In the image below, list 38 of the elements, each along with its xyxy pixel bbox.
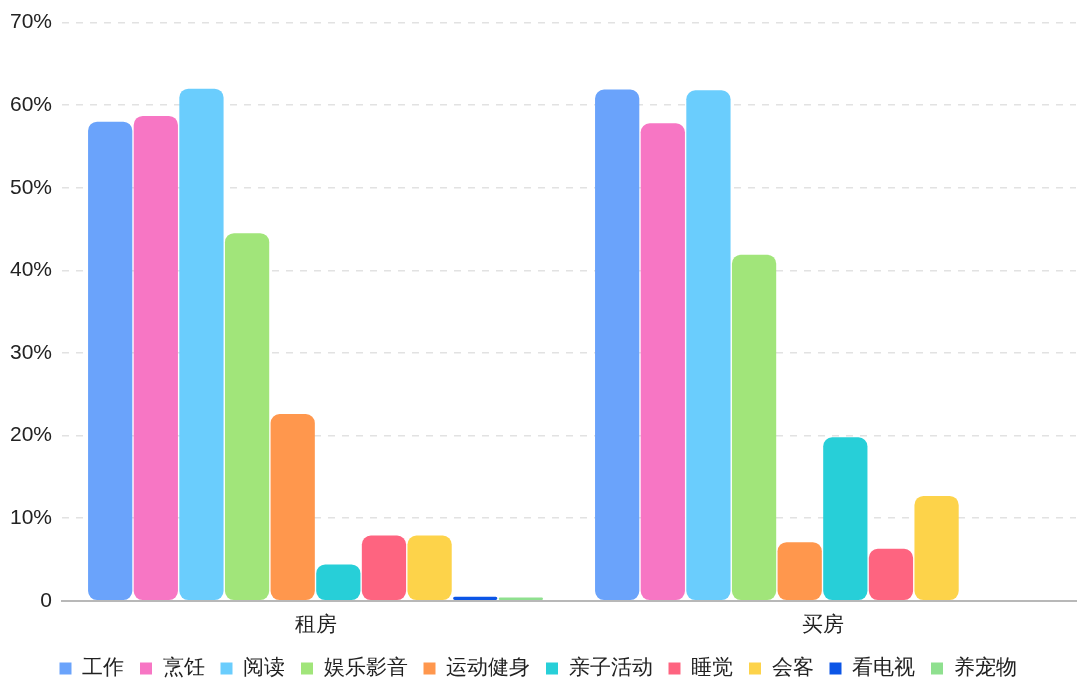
bar: [731, 254, 777, 601]
bar: [686, 90, 731, 601]
legend-label: 睡觉: [691, 655, 733, 679]
bar: [224, 233, 270, 601]
legend-label: 会客: [771, 655, 814, 679]
bar: [595, 89, 640, 601]
y-tick-label: 10%: [10, 505, 53, 528]
bar: [777, 542, 822, 601]
y-tick-label: 60%: [10, 92, 53, 115]
legend-label: 亲子活动: [568, 655, 653, 679]
bar: [179, 88, 224, 601]
bar: [270, 414, 315, 601]
x-tick-label: 租房: [294, 612, 337, 636]
bar: [823, 437, 868, 601]
y-tick-label: 30%: [10, 339, 53, 363]
x-tick-label: 买房: [801, 612, 844, 636]
bar: [133, 115, 178, 601]
bar: [407, 535, 452, 601]
y-tick-label: 50%: [10, 174, 53, 198]
legend-label: 工作: [82, 655, 124, 679]
legend-label: 烹饪: [162, 655, 205, 679]
bar: [361, 535, 407, 601]
y-tick-label: 20%: [10, 422, 53, 446]
legend-label: 养宠物: [953, 655, 1017, 679]
legend-label: 看电视: [852, 655, 915, 679]
legend-label: 运动健身: [446, 655, 530, 679]
bar: [498, 597, 543, 601]
legend-label: 娱乐影音: [323, 655, 408, 679]
bar: [453, 596, 498, 601]
bar: [316, 564, 361, 601]
bar: [868, 548, 914, 601]
legend-label: 阅读: [243, 655, 285, 679]
bar: [88, 121, 133, 601]
y-tick-label: 40%: [10, 257, 53, 281]
bar: [914, 495, 959, 601]
y-tick-label: 70%: [10, 9, 53, 33]
bar: [640, 123, 685, 601]
y-tick-label: 0: [40, 587, 53, 611]
